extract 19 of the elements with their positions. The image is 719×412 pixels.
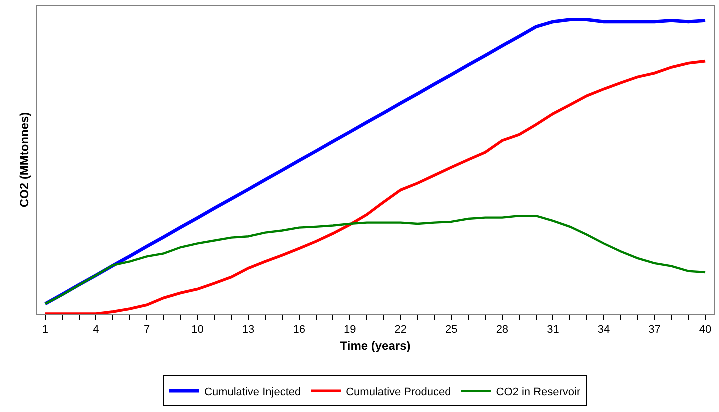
x-tick-label: 40 [699,324,712,336]
x-tick-label: 13 [242,324,255,336]
x-tick-label: 28 [496,324,509,336]
legend-label: Cumulative Injected [204,386,302,398]
x-axis-title: Time (years) [340,339,411,354]
x-tick-label: 19 [344,324,356,336]
x-tick-label: 7 [144,324,150,336]
x-tick-label: 31 [547,324,560,336]
y-axis-title: CO2 (MMtonnes) [17,112,32,208]
x-tick-label: 16 [293,324,306,336]
x-tick-label: 37 [648,324,661,336]
x-tick-label: 34 [598,324,610,336]
legend-label: CO2 in Reservoir [496,386,581,398]
legend-label: Cumulative Produced [346,386,452,398]
x-tick-label: 22 [394,324,408,336]
x-tick-label: 1 [42,324,49,336]
x-tick-label: 25 [446,324,458,336]
x-tick-label: 10 [192,324,204,336]
x-tick-label: 4 [93,324,100,336]
